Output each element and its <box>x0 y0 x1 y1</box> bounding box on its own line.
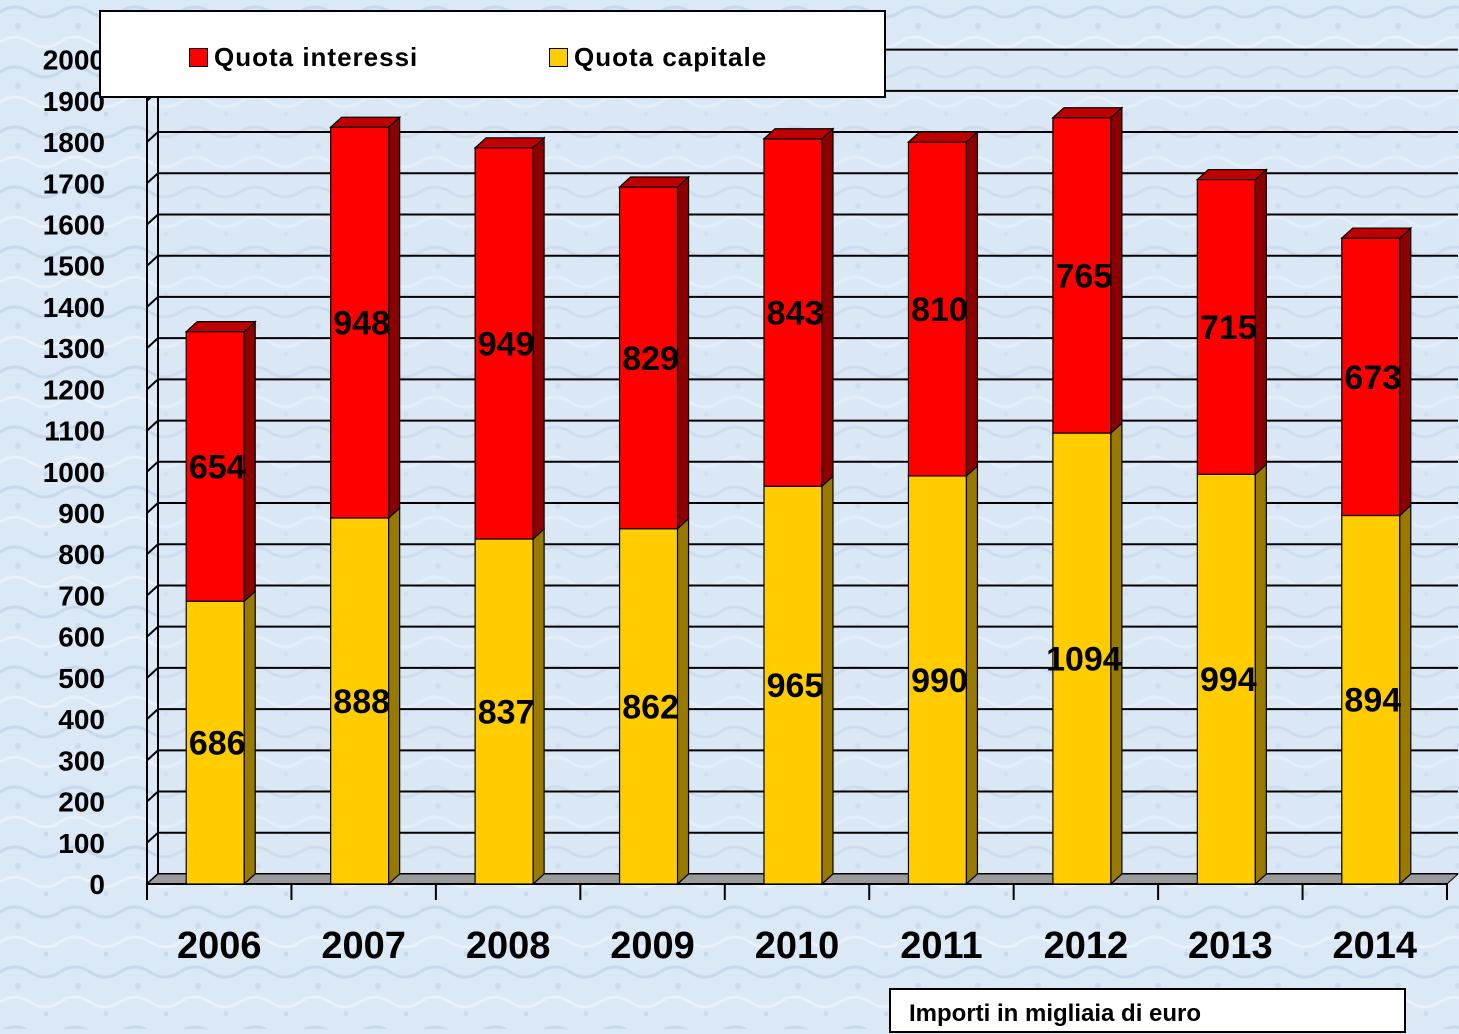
value-label-1-2010: 843 <box>767 294 824 332</box>
y-tick-label-4: 400 <box>58 704 105 735</box>
bar-side-1-2009 <box>676 175 690 531</box>
value-label-0-2009: 862 <box>622 688 679 726</box>
legend-item-interessi: Quota interessi <box>189 42 418 73</box>
y-tick-label-15: 1500 <box>43 251 105 282</box>
y-tick-label-3: 300 <box>58 745 105 776</box>
value-label-0-2013: 994 <box>1200 661 1257 699</box>
y-tick-label-14: 1400 <box>43 292 105 323</box>
value-label-1-2007: 948 <box>333 305 390 343</box>
bar-capitale-2006 <box>185 600 245 885</box>
y-tick-label-19: 1900 <box>43 86 105 117</box>
value-label-0-2006: 686 <box>189 725 246 763</box>
units-note-text: Importi in migliaia di euro <box>909 1000 1202 1027</box>
legend-item-capitale: Quota capitale <box>549 42 767 73</box>
bar-side-1-2012 <box>1110 106 1123 435</box>
x-tick-label-2012: 2012 <box>1044 925 1129 967</box>
bar-side-0-2014 <box>1399 504 1412 886</box>
bar-side-1-2013 <box>1254 168 1267 476</box>
bar-side-1-2008 <box>532 136 545 541</box>
x-tick-label-2006: 2006 <box>177 925 262 967</box>
x-tick-label-2011: 2011 <box>900 925 982 967</box>
bar-top-2014 <box>1340 227 1413 239</box>
value-label-1-2012: 765 <box>1056 257 1113 295</box>
x-tick-label-2009: 2009 <box>610 925 695 967</box>
bar-side-0-2006 <box>243 589 256 886</box>
value-label-0-2011: 990 <box>911 662 968 700</box>
value-label-0-2014: 894 <box>1344 682 1401 720</box>
x-tick-label-2010: 2010 <box>755 925 840 967</box>
bar-capitale-2010 <box>763 485 823 885</box>
bar-side-0-2011 <box>965 464 979 886</box>
bar-side-0-2009 <box>676 517 690 886</box>
bar-interessi-2007 <box>330 126 390 519</box>
y-tick-label-6: 600 <box>58 622 105 653</box>
legend: Quota interessi Quota capitale <box>99 10 886 98</box>
bar-top-2009 <box>618 176 691 188</box>
legend-label-interessi: Quota interessi <box>214 42 419 72</box>
legend-swatch-interessi <box>189 48 208 67</box>
value-label-0-2008: 837 <box>478 693 535 731</box>
bar-top-2008 <box>473 137 546 149</box>
bar-interessi-2012 <box>1052 117 1112 434</box>
y-tick-label-17: 1700 <box>43 168 105 199</box>
bar-capitale-2011 <box>907 475 968 885</box>
y-tick-label-9: 900 <box>58 498 105 529</box>
value-label-1-2008: 949 <box>478 325 535 363</box>
y-tick-label-0: 0 <box>89 869 105 900</box>
y-tick-label-12: 1200 <box>43 374 105 405</box>
bar-top-2013 <box>1195 168 1268 181</box>
bar-side-0-2007 <box>388 506 401 886</box>
bar-capitale-2012 <box>1052 432 1112 885</box>
value-label-1-2009: 829 <box>622 340 679 378</box>
bar-top-2007 <box>329 116 402 128</box>
bar-top-2011 <box>906 131 979 143</box>
bar-side-1-2010 <box>821 127 834 488</box>
bar-interessi-2010 <box>763 138 823 487</box>
x-tick-label-2014: 2014 <box>1333 925 1418 967</box>
bar-capitale-2007 <box>330 517 390 885</box>
y-tick-label-1: 100 <box>58 828 105 859</box>
bar-side-1-2006 <box>243 320 256 603</box>
x-tick-label-2008: 2008 <box>466 925 551 967</box>
value-label-1-2011: 810 <box>911 291 968 329</box>
x-tick-label-2007: 2007 <box>321 925 406 967</box>
bar-capitale-2009 <box>618 528 679 885</box>
value-label-1-2006: 654 <box>189 448 246 486</box>
plot-area: 0 100 200 300 400 500 600 700 800 900 1000 1100 1200… <box>43 45 1459 967</box>
bar-capitale-2008 <box>474 538 534 885</box>
bar-side-1-2007 <box>388 115 401 520</box>
y-tick-label-10: 1000 <box>43 457 105 488</box>
bar-side-0-2008 <box>532 527 545 886</box>
legend-swatch-capitale <box>549 48 568 67</box>
x-tick-label-2013: 2013 <box>1188 925 1273 967</box>
bar-side-0-2010 <box>821 474 834 886</box>
value-label-1-2013: 715 <box>1200 309 1257 347</box>
value-label-0-2007: 888 <box>333 683 390 721</box>
y-tick-label-11: 1100 <box>44 416 105 447</box>
bar-top-2006 <box>184 321 257 333</box>
bar-interessi-2011 <box>907 141 968 477</box>
units-note: Importi in migliaia di euro <box>889 988 1406 1033</box>
bar-side-1-2014 <box>1399 226 1412 517</box>
y-tick-label-18: 1800 <box>43 127 105 158</box>
bar-interessi-2013 <box>1196 178 1256 475</box>
bar-top-2010 <box>762 128 835 140</box>
y-tick-label-20: 2000 <box>43 45 105 76</box>
y-tick-label-5: 500 <box>58 663 105 694</box>
y-tick-label-16: 1600 <box>43 209 105 240</box>
bar-side-1-2011 <box>965 130 979 478</box>
y-tick-label-8: 800 <box>58 539 105 570</box>
bar-capitale-2014 <box>1341 514 1401 885</box>
bar-side-0-2013 <box>1254 462 1267 886</box>
value-label-0-2012: 1094 <box>1046 641 1122 679</box>
legend-label-capitale: Quota capitale <box>574 42 768 72</box>
value-label-0-2010: 965 <box>767 667 824 705</box>
bar-top-2012 <box>1051 107 1124 119</box>
y-tick-label-13: 1300 <box>43 333 105 364</box>
y-tick-label-7: 700 <box>58 580 105 611</box>
y-tick-label-2: 200 <box>58 787 105 818</box>
value-label-1-2014: 673 <box>1344 359 1401 397</box>
